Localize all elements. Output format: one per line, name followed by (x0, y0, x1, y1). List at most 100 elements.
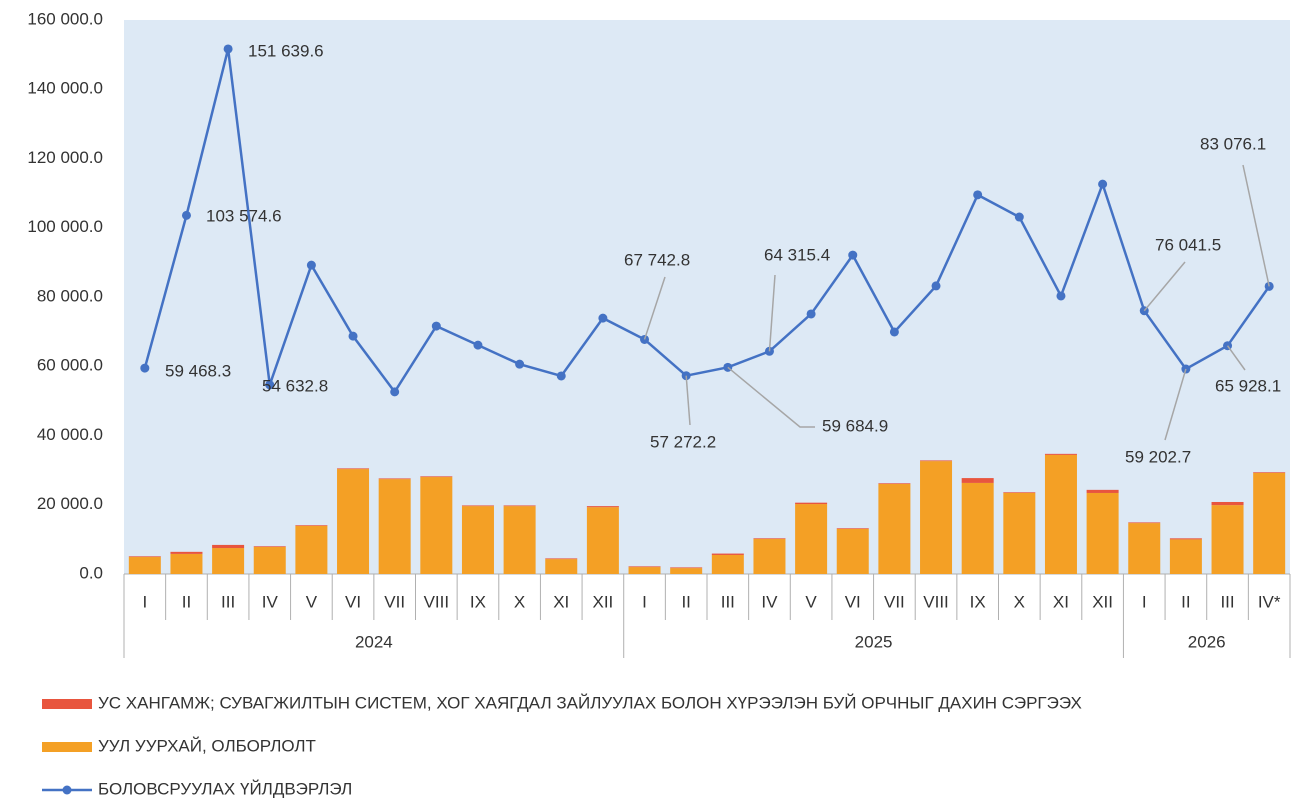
x-tick-label: IV (761, 592, 778, 611)
point (223, 44, 233, 54)
point (848, 250, 858, 260)
bar (1003, 492, 1036, 493)
data-label: 54 632.8 (262, 376, 328, 395)
point (556, 371, 566, 381)
bar (1003, 492, 1036, 574)
bar (836, 528, 869, 529)
y-tick-label: 60 000.0 (37, 356, 103, 375)
x-tick-label: V (805, 592, 817, 611)
bar (503, 505, 536, 507)
legend-swatch (62, 785, 72, 795)
bar (1044, 453, 1077, 455)
line (143, 48, 1271, 395)
x-tick-label: IV (262, 592, 279, 611)
point (598, 313, 608, 323)
y-tick-label: 100 000.0 (27, 217, 103, 236)
point (806, 309, 816, 319)
data-label: 64 315.4 (764, 245, 830, 264)
x-tick-label: VII (384, 592, 405, 611)
bar (503, 506, 536, 574)
data-label: 57 272.2 (650, 432, 716, 451)
point (473, 340, 483, 350)
bar (1128, 522, 1161, 524)
data-label: 59 468.3 (165, 361, 231, 380)
bar (711, 554, 744, 574)
bar (337, 468, 370, 470)
y-tick-label: 120 000.0 (27, 148, 103, 167)
bar (295, 525, 328, 574)
leader-line (1242, 164, 1270, 287)
bar (711, 553, 744, 555)
bar (545, 558, 578, 560)
bar (961, 478, 994, 483)
y-tick-label: 160 000.0 (27, 9, 103, 28)
leader-line (727, 366, 815, 428)
bar (1169, 539, 1202, 574)
data-label: 83 076.1 (1200, 134, 1266, 153)
bar (545, 559, 578, 574)
bar (961, 482, 994, 574)
point (265, 380, 275, 390)
y-tick-label: 140 000.0 (27, 79, 103, 98)
y-tick-label: 20 000.0 (37, 494, 103, 513)
point (1014, 212, 1024, 222)
x-tick-label: XII (1092, 592, 1113, 611)
legend-swatch (42, 742, 92, 752)
data-label: 76 041.5 (1155, 235, 1221, 254)
data-label: 59 684.9 (822, 416, 888, 435)
bar (1128, 523, 1161, 574)
bar (878, 483, 911, 484)
point (181, 210, 191, 220)
x-tick-label: X (514, 592, 525, 611)
bar (420, 476, 453, 478)
point (306, 260, 316, 270)
legend-swatch (42, 699, 92, 709)
bar (337, 469, 370, 574)
x-tick-label: VIII (424, 592, 450, 611)
bar (1086, 489, 1119, 493)
y-tick-label: 40 000.0 (37, 425, 103, 444)
bar (586, 506, 619, 508)
bar (128, 557, 161, 574)
bar (670, 567, 703, 569)
x-tick-label: XII (592, 592, 613, 611)
bar (1044, 454, 1077, 574)
x-tick-label: V (306, 592, 318, 611)
point (348, 331, 358, 341)
point (973, 190, 983, 200)
point (889, 327, 899, 337)
point (431, 321, 441, 331)
leader-line (685, 375, 691, 426)
data-label: 103 574.6 (206, 206, 282, 225)
bar (628, 567, 661, 574)
bar (378, 478, 411, 480)
plot-area (124, 20, 1290, 574)
x-tick-label: X (1014, 592, 1025, 611)
bar (753, 539, 786, 574)
y-tick-label: 0.0 (79, 563, 103, 582)
data-label: 65 928.1 (1215, 376, 1281, 395)
bar (253, 546, 286, 574)
point (515, 359, 525, 369)
bar (586, 507, 619, 574)
x-tick-label: XI (1053, 592, 1069, 611)
bar (753, 538, 786, 540)
leader-line (1143, 261, 1186, 312)
leader-line (768, 274, 776, 352)
x-tick-label: VII (884, 592, 905, 611)
point (140, 363, 150, 373)
bar (461, 505, 494, 507)
bar (628, 566, 661, 568)
bar (212, 548, 245, 574)
x-tick-label: I (642, 592, 647, 611)
x-tick-label: II (182, 592, 191, 611)
bar (795, 502, 828, 505)
x-tick-label: IX (470, 592, 486, 611)
bar (170, 551, 203, 554)
leader-line (1226, 345, 1246, 371)
bar (1211, 505, 1244, 574)
group-label: 2024 (355, 632, 393, 651)
bar (295, 525, 328, 526)
data-label: 59 202.7 (1125, 447, 1191, 466)
legend-label: УУЛ УУРХАЙ, ОЛБОРЛОЛТ (98, 736, 316, 755)
